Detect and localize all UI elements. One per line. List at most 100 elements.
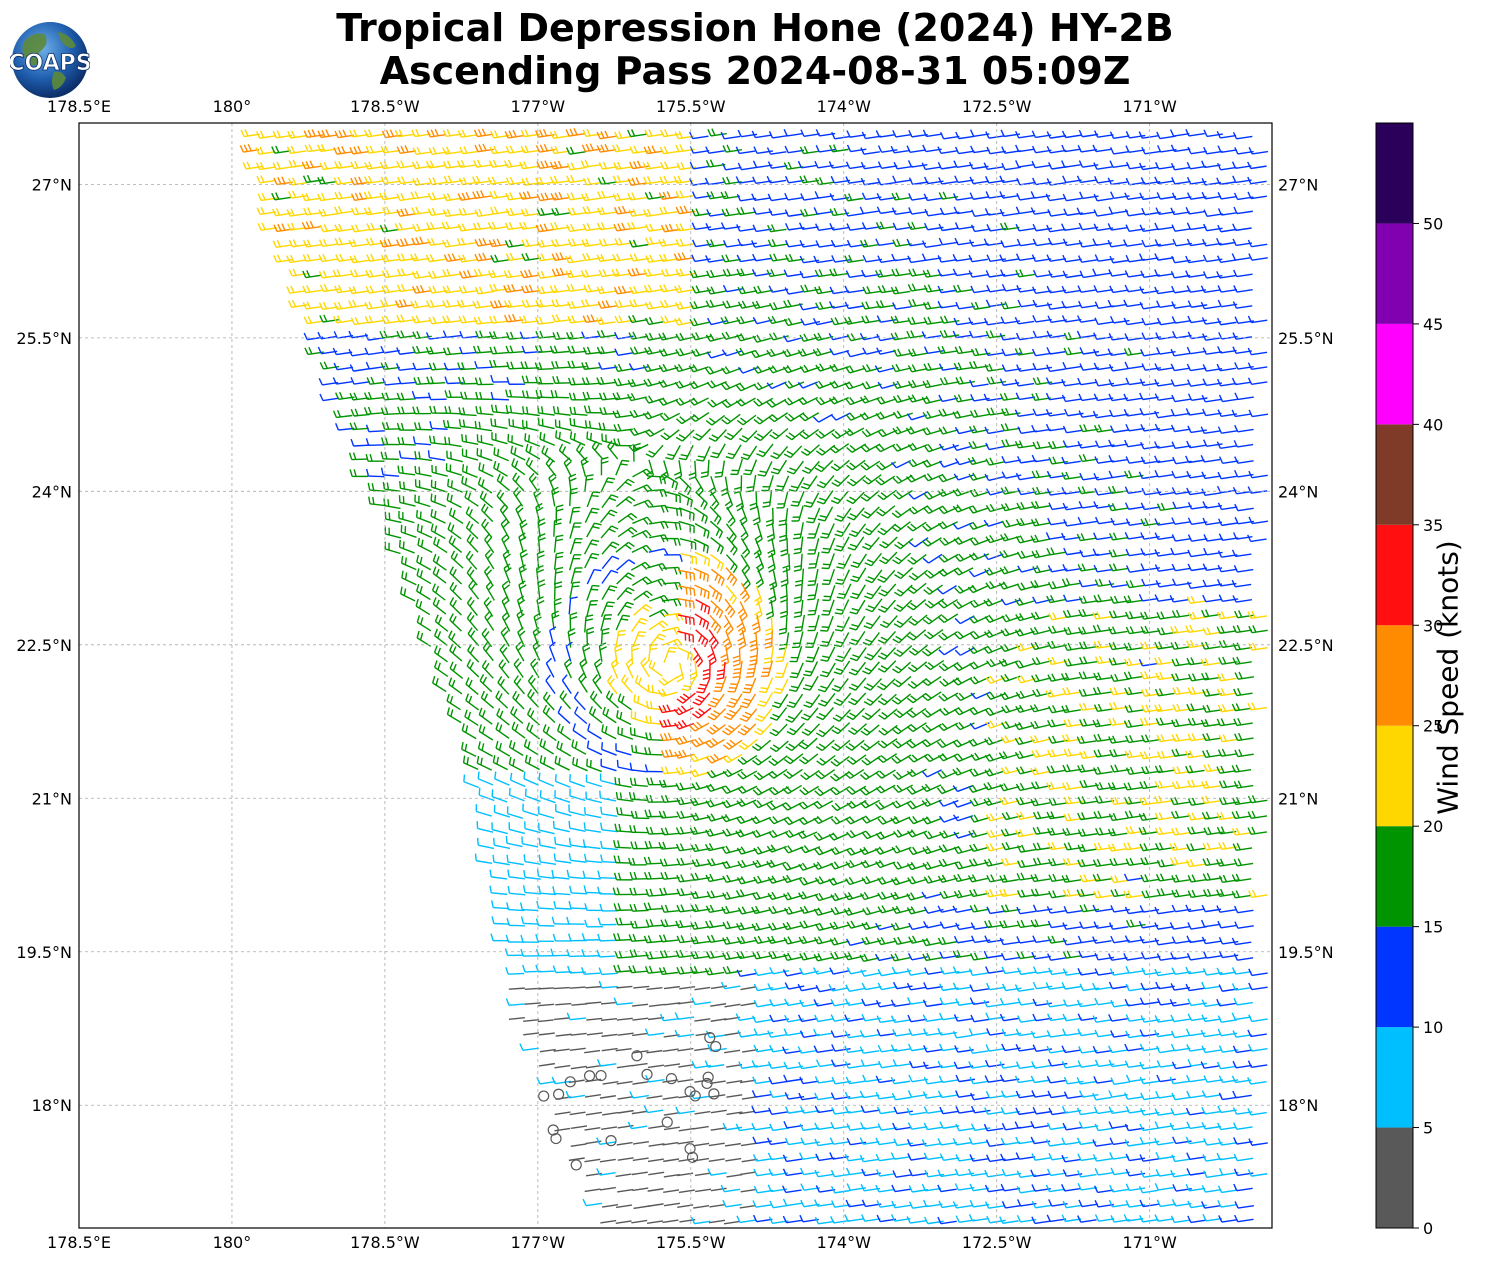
- wind-barb-flag: [938, 460, 945, 468]
- wind-barb: [398, 517, 415, 524]
- wind-barb-flag: [780, 579, 788, 583]
- wind-barb: [648, 489, 665, 492]
- wind-barb-flag: [756, 453, 764, 458]
- wind-barb-flag: [646, 161, 651, 169]
- wind-barb: [692, 182, 709, 186]
- wind-barb-flag: [922, 270, 927, 278]
- wind-barb-flag: [911, 572, 919, 579]
- wind-barb-flag: [617, 363, 623, 371]
- wind-barb: [800, 553, 803, 570]
- wind-barb-flag: [1124, 270, 1129, 278]
- wind-barb-flag: [1155, 580, 1160, 588]
- wind-barb-flag: [448, 390, 452, 398]
- wind-barb-flag: [428, 316, 433, 325]
- wind-barb-flag: [1093, 594, 1098, 603]
- wind-barb: [1064, 304, 1081, 309]
- wind-barb-flag: [1203, 547, 1208, 556]
- wind-barb-flag: [850, 478, 857, 484]
- wind-barb-flag: [911, 506, 919, 513]
- wind-barb-flag: [815, 240, 820, 248]
- wind-barb-flag: [303, 130, 308, 138]
- wind-barb-flag: [572, 392, 577, 400]
- wind-barb: [755, 585, 763, 602]
- wind-barb-flag: [554, 581, 563, 585]
- wind-barb-flag: [602, 269, 607, 277]
- wind-barb-flag: [833, 363, 839, 371]
- wind-barb-flag: [1217, 409, 1222, 417]
- wind-barb-flag: [752, 176, 757, 184]
- wind-barb-flag: [524, 208, 530, 216]
- wind-barb-flag: [425, 346, 430, 355]
- wind-barb: [1237, 507, 1254, 512]
- wind-barb-flag: [663, 432, 671, 438]
- wind-barb-flag: [613, 207, 619, 215]
- wind-barb-flag: [766, 615, 774, 620]
- wind-barb: [787, 196, 804, 201]
- wind-barb-flag: [493, 300, 499, 308]
- wind-barb-flag: [645, 237, 650, 245]
- wind-barb-flag: [521, 253, 526, 261]
- wind-barb: [1049, 535, 1066, 540]
- wind-barb-flag: [1016, 583, 1022, 591]
- wind-barb: [857, 553, 867, 568]
- wind-barb-flag: [613, 438, 617, 446]
- wind-barb: [756, 567, 764, 584]
- wind-barb-flag: [571, 360, 576, 368]
- wind-barb-flag: [1079, 424, 1084, 432]
- wind-barb-flag: [451, 537, 456, 546]
- wind-barb-flag: [308, 144, 313, 152]
- wind-barb-flag: [257, 193, 262, 201]
- wind-barb-flag: [1061, 285, 1066, 294]
- wind-barb-flag: [768, 131, 774, 139]
- wind-barb-flag: [368, 315, 373, 323]
- wind-barb-flag: [1233, 192, 1239, 200]
- wind-barb-flag: [908, 493, 915, 500]
- wind-barb: [553, 536, 557, 553]
- wind-barb: [1111, 272, 1128, 277]
- wind-barb: [708, 150, 725, 154]
- wind-barb: [1160, 195, 1177, 200]
- wind-barb-flag: [766, 175, 771, 184]
- wind-barb-flag: [710, 380, 717, 387]
- wind-barb-flag: [925, 538, 932, 545]
- wind-barb-flag: [1048, 457, 1053, 465]
- wind-barb-flag: [814, 467, 822, 473]
- wind-barb: [841, 569, 850, 585]
- wind-barb-flag: [568, 473, 577, 478]
- wind-barb: [957, 366, 974, 371]
- wind-barb-flag: [927, 284, 933, 292]
- wind-barb: [367, 165, 384, 170]
- wind-barb-flag: [397, 376, 402, 384]
- wind-barb-flag: [627, 515, 634, 521]
- wind-barb: [1051, 445, 1068, 450]
- wind-barb: [1051, 460, 1068, 465]
- wind-barb-flag: [780, 552, 788, 557]
- wind-barb-flag: [631, 221, 636, 229]
- wind-barb-flag: [617, 161, 622, 169]
- wind-barb-flag: [1112, 549, 1117, 557]
- wind-barb-flag: [817, 332, 823, 340]
- wind-barb-flag: [305, 221, 310, 229]
- wind-barb: [972, 444, 989, 450]
- wind-barb: [401, 531, 417, 538]
- wind-barb-flag: [691, 222, 696, 230]
- wind-barb-flag: [815, 302, 820, 310]
- wind-barb-flag: [737, 301, 743, 309]
- wind-barb-flag: [770, 224, 776, 232]
- wind-barb-flag: [1001, 146, 1006, 154]
- wind-barb-flag: [852, 561, 861, 565]
- wind-barb-flag: [509, 405, 513, 413]
- wind-barb: [709, 520, 723, 533]
- wind-barb-flag: [481, 518, 487, 526]
- wind-barb: [943, 567, 959, 577]
- wind-barb-flag: [489, 146, 494, 154]
- wind-barb: [400, 487, 417, 492]
- wind-barb-flag: [600, 316, 605, 324]
- wind-barb-flag: [647, 146, 652, 154]
- wind-barb-flag: [707, 401, 714, 408]
- wind-barb-flag: [1123, 470, 1129, 479]
- wind-barb-flag: [846, 350, 851, 358]
- wind-barb-flag: [600, 285, 605, 294]
- wind-barb-flag: [460, 159, 466, 168]
- wind-barb-flag: [1032, 408, 1037, 416]
